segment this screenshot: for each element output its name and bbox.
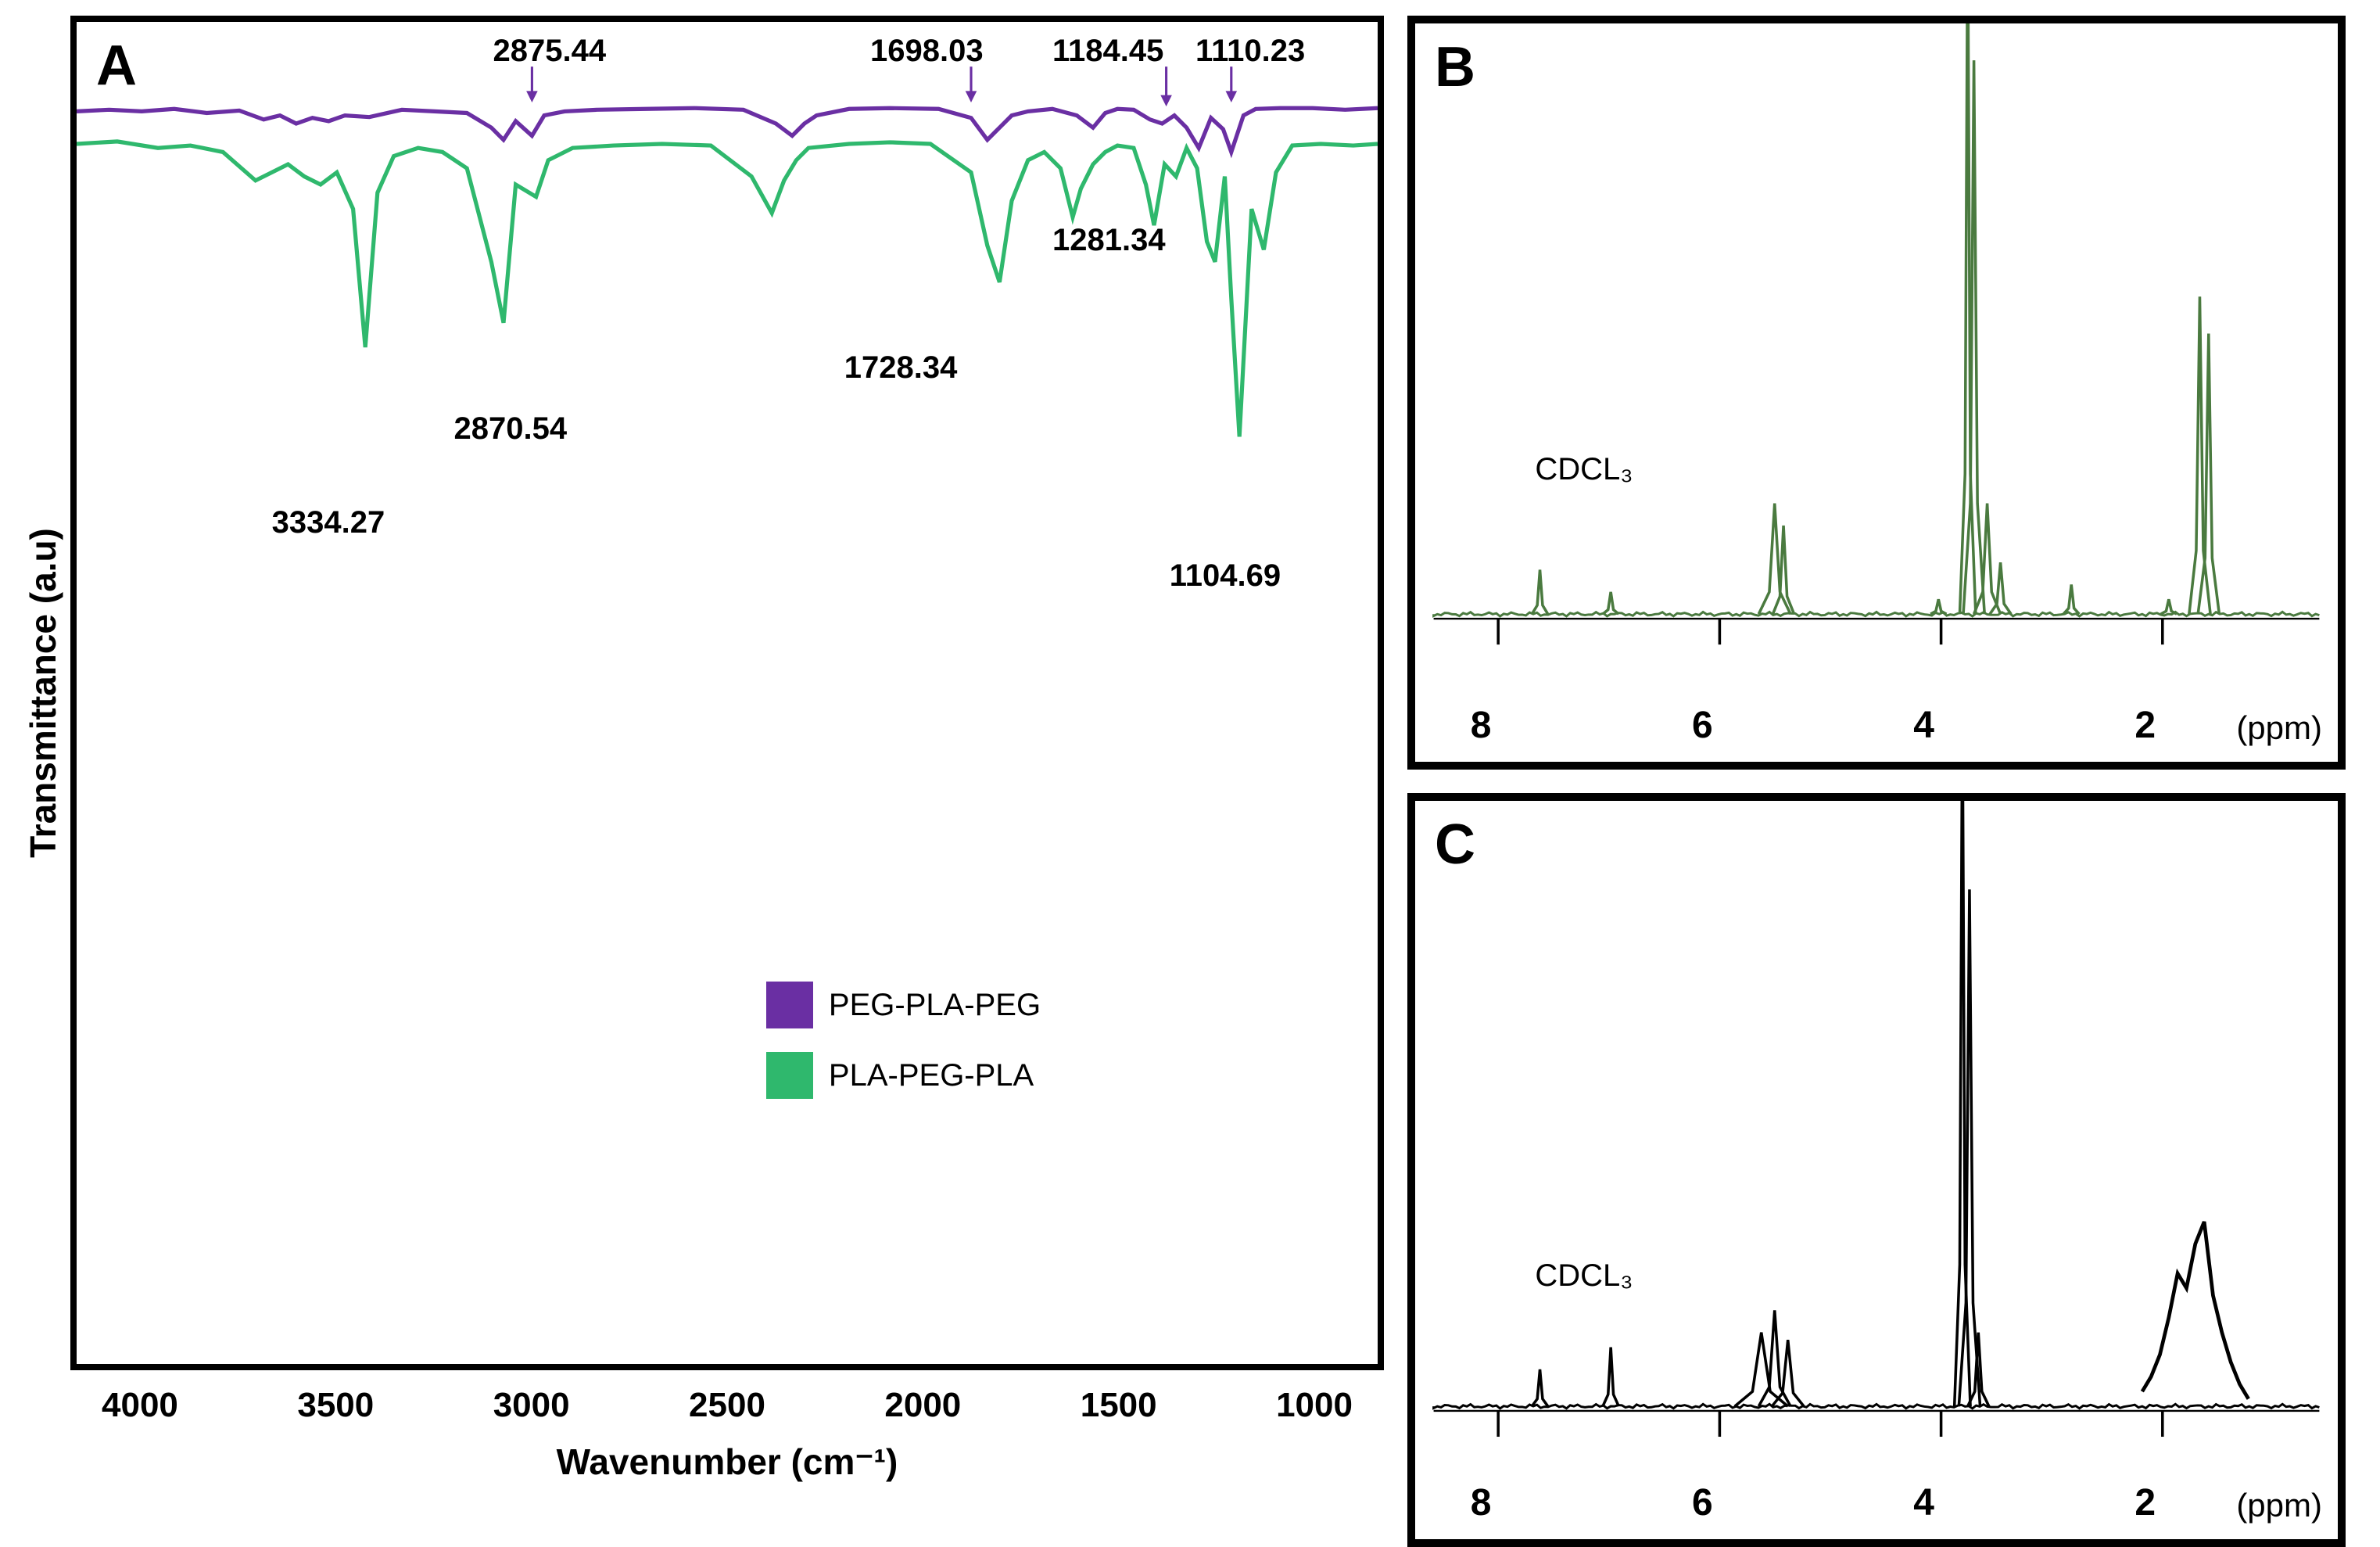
panel-b-cdcl3: CDCL₃ [1535, 452, 1633, 487]
panel-a-plot: A 2875.44 1698.03 1184.45 1110.23 3334.2… [70, 16, 1384, 1370]
peak-label-purple-1184: 1184.45 [1052, 34, 1163, 69]
legend-swatch-purple [766, 982, 813, 1028]
ylabel-container: Transmittance (a.u) [16, 16, 70, 1370]
panel-a-svg [77, 22, 1378, 1364]
peak-label-purple-1698: 1698.03 [870, 34, 984, 69]
nmr-xtick: 8 [1471, 704, 1492, 747]
panel-a-wrapper: Transmittance (a.u) A 2875.44 1698.03 11… [16, 16, 1384, 1463]
xtick: 1000 [1276, 1386, 1353, 1425]
nmr-xtick: 2 [2134, 1481, 2156, 1524]
xtick: 3500 [297, 1386, 374, 1425]
nmr-xtick: 4 [1913, 1481, 1934, 1524]
xtick: 4000 [102, 1386, 178, 1425]
peak-label-green-3334: 3334.27 [272, 505, 385, 540]
panel-b: B CDCL₃ 8 6 4 2 (ppm) [1407, 16, 2346, 770]
legend-label-purple: PEG-PLA-PEG [829, 988, 1041, 1023]
nmr-xtick: 2 [2134, 704, 2156, 747]
panel-a-xticks: 4000 3500 3000 2500 2000 1500 1000 [70, 1370, 1384, 1433]
panel-a-label: A [96, 34, 137, 98]
xtick: 1500 [1081, 1386, 1157, 1425]
peak-label-green-1281: 1281.34 [1052, 223, 1166, 258]
right-column: B CDCL₃ 8 6 4 2 (ppm) C CDCL₃ 8 6 4 2 (p… [1407, 16, 2346, 1463]
panel-a-xlabel: Wavenumber (cm⁻¹) [557, 1441, 898, 1483]
nmr-xtick: 4 [1913, 704, 1934, 747]
figure-container: Transmittance (a.u) A 2875.44 1698.03 11… [16, 16, 2364, 1463]
nmr-xtick: 8 [1471, 1481, 1492, 1524]
nmr-xtick: 6 [1692, 704, 1713, 747]
peak-label-green-2870: 2870.54 [454, 411, 568, 447]
xtick: 3000 [493, 1386, 570, 1425]
panel-c-unit: (ppm) [2236, 1487, 2322, 1524]
panel-a-legend: PEG-PLA-PEG PLA-PEG-PLA [766, 982, 1041, 1122]
xtick: 2500 [689, 1386, 765, 1425]
panel-b-unit: (ppm) [2236, 709, 2322, 747]
panel-c-cdcl3: CDCL₃ [1535, 1258, 1633, 1294]
panel-c-label: C [1435, 813, 1475, 877]
legend-swatch-green [766, 1052, 813, 1099]
legend-row-green: PLA-PEG-PLA [766, 1052, 1041, 1099]
panel-a-bottom: 4000 3500 3000 2500 2000 1500 1000 Waven… [16, 1370, 1384, 1483]
peak-label-green-1728: 1728.34 [844, 350, 958, 386]
peak-label-green-1104: 1104.69 [1170, 558, 1281, 594]
panel-c-svg [1415, 801, 2338, 1539]
panel-c: C CDCL₃ 8 6 4 2 (ppm) [1407, 793, 2346, 1547]
panel-b-label: B [1435, 35, 1475, 99]
panel-a-inner: Transmittance (a.u) A 2875.44 1698.03 11… [16, 16, 1384, 1370]
legend-label-green: PLA-PEG-PLA [829, 1058, 1034, 1093]
legend-row-purple: PEG-PLA-PEG [766, 982, 1041, 1028]
xtick: 2000 [884, 1386, 961, 1425]
nmr-xtick: 6 [1692, 1481, 1713, 1524]
peak-label-purple-2875: 2875.44 [493, 34, 606, 69]
panel-b-svg [1415, 23, 2338, 762]
peak-label-purple-1110: 1110.23 [1195, 34, 1305, 69]
panel-a-ylabel: Transmittance (a.u) [22, 528, 64, 858]
